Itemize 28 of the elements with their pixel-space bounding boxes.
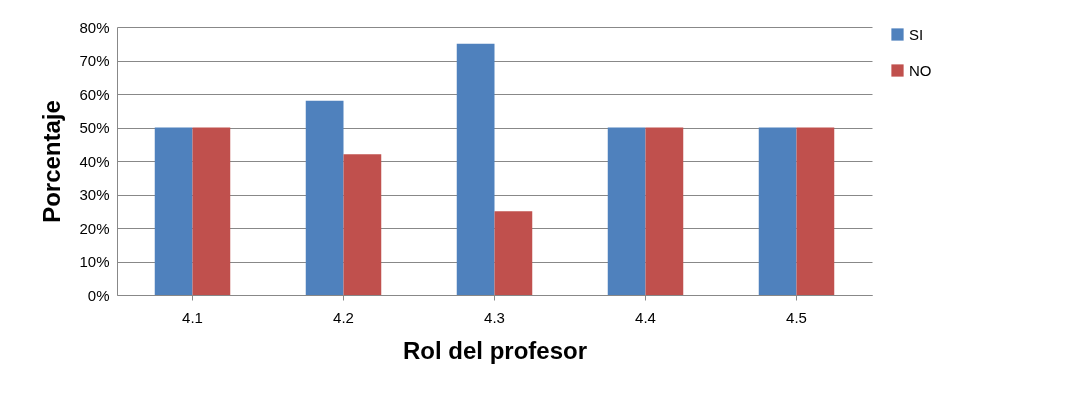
bar <box>607 127 646 295</box>
x-axis-title: Rol del profesor <box>402 336 588 364</box>
x-tick-label: 4.5 <box>786 308 807 326</box>
bar <box>796 127 835 295</box>
bar <box>645 127 684 295</box>
y-tick-label: 30% <box>79 186 110 203</box>
x-tick-label: 4.3 <box>484 308 505 326</box>
legend-label: NO <box>909 61 932 79</box>
bar <box>154 127 193 295</box>
y-axis-title: Porcentaje <box>38 100 66 223</box>
bar <box>494 211 533 295</box>
y-tick-label: 50% <box>79 119 110 136</box>
bar <box>192 127 231 295</box>
y-tick-label: 40% <box>79 152 110 170</box>
y-tick-label: 70% <box>79 52 110 69</box>
x-tick-label: 4.4 <box>635 308 656 326</box>
y-tick-label: 10% <box>79 253 110 270</box>
bar <box>343 154 382 295</box>
legend-label: SI <box>909 25 924 43</box>
bar <box>758 127 797 295</box>
x-tick-label: 4.1 <box>182 308 203 326</box>
y-tick-label: 80% <box>79 18 110 36</box>
x-tick-label: 4.2 <box>333 308 354 326</box>
bar <box>305 100 344 295</box>
y-tick-label: 60% <box>79 85 110 103</box>
bar <box>456 43 495 295</box>
y-tick-label: 20% <box>79 219 110 237</box>
y-tick-label: 0% <box>87 286 110 304</box>
